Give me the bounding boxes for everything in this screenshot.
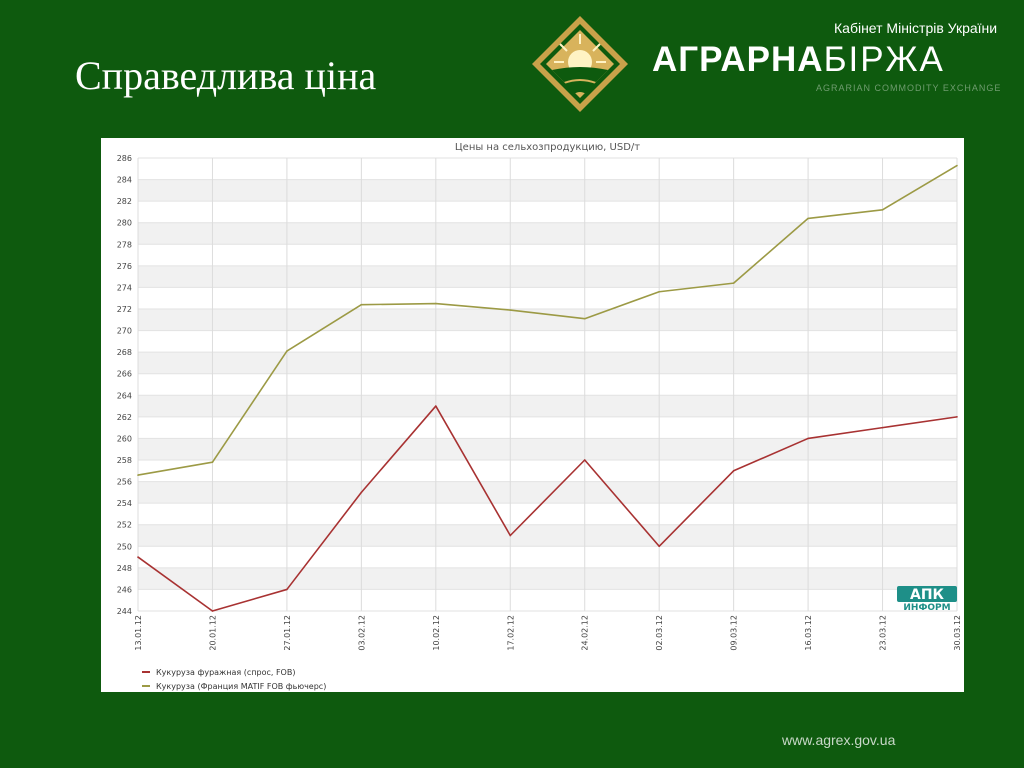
- x-tick-label: 17.02.12: [506, 615, 515, 651]
- y-tick-label: 246: [117, 585, 132, 594]
- series-1-point: [211, 610, 214, 612]
- series-1-point: [732, 469, 735, 472]
- series-2-point: [435, 302, 437, 305]
- series-2-point: [881, 208, 884, 211]
- price-chart: 244 246 248 250 252 254 256 258 260 262 264 266 268 2…: [117, 142, 962, 691]
- y-tick-label: 250: [117, 542, 132, 551]
- series-line-1: [137, 405, 958, 612]
- series-2-point: [211, 461, 214, 463]
- y-tick-label: 282: [117, 197, 132, 206]
- series-line-2: [137, 164, 958, 476]
- slide-title: Справедлива ціна: [75, 53, 377, 98]
- series-1-point: [360, 491, 363, 494]
- grid-band: [138, 352, 957, 374]
- y-tick-label: 276: [117, 262, 132, 271]
- y-tick-label: 262: [117, 413, 132, 422]
- footer-url[interactable]: www.agrex.gov.ua: [782, 732, 896, 748]
- y-tick-label: 264: [117, 391, 132, 400]
- brand-subtitle: AGRARIAN COMMODITY EXCHANGE: [816, 83, 1002, 93]
- legend-label-1: Кукуруза фуражная (спрос, FOB): [156, 668, 295, 677]
- series-1-point: [956, 416, 958, 418]
- brand-light-text: БІРЖА: [823, 40, 945, 79]
- x-tick-label: 03.02.12: [357, 615, 366, 651]
- brand-wordmark: АГРАРНАБІРЖА: [652, 40, 945, 80]
- x-tick-label: 13.01.12: [134, 615, 143, 651]
- y-tick-label: 286: [117, 154, 132, 163]
- grid-band: [138, 179, 957, 202]
- grid-band: [138, 309, 957, 331]
- x-tick-label: 10.02.12: [432, 615, 441, 651]
- x-tick-label: 09.03.12: [730, 615, 739, 651]
- series-1-point: [286, 588, 288, 591]
- series-1-point: [583, 459, 586, 461]
- apk-watermark-badge: [897, 586, 957, 602]
- series-2-point: [956, 164, 958, 167]
- y-tick-label: 272: [117, 305, 132, 314]
- series-1-point: [658, 545, 660, 548]
- x-tick-label: 02.03.12: [655, 615, 664, 651]
- x-tick-label: 16.03.12: [804, 615, 813, 651]
- series-1-point: [509, 534, 512, 537]
- grid-band: [138, 567, 957, 590]
- y-tick-label: 268: [117, 348, 132, 357]
- series-1-point: [807, 437, 809, 440]
- chart-panel: 244 246 248 250 252 254 256 258 260 262 264 266 268 2…: [101, 138, 964, 692]
- y-tick-label: 270: [117, 327, 132, 336]
- grid-band: [138, 438, 957, 460]
- series-2-point: [732, 282, 735, 284]
- chart-title: Цены на сельхозпродукцию, USD/т: [455, 142, 640, 153]
- series-2-point: [137, 474, 139, 476]
- grid-band: [138, 222, 957, 245]
- series-2-point: [583, 317, 586, 320]
- y-tick-label: 252: [117, 521, 132, 530]
- series-2-point: [509, 309, 512, 311]
- y-tick-label: 248: [117, 564, 132, 573]
- series-1-point: [435, 405, 437, 407]
- grid-band: [138, 524, 957, 547]
- y-tick-label: 280: [117, 219, 132, 228]
- cabinet-caption: Кабінет Міністрів України: [834, 20, 998, 36]
- x-tick-label: 20.01.12: [208, 615, 217, 651]
- series-1-point: [881, 426, 884, 429]
- y-tick-label: 266: [117, 370, 132, 379]
- agrarian-exchange-emblem-icon: [530, 14, 630, 114]
- y-tick-label: 256: [117, 478, 132, 487]
- series-2-point: [658, 290, 660, 293]
- brand-bold-text: АГРАРНА: [652, 40, 824, 79]
- grid-band: [138, 395, 957, 417]
- y-tick-label: 274: [117, 283, 132, 292]
- y-tick-label: 278: [117, 240, 132, 249]
- series-2-point: [807, 217, 809, 220]
- x-tick-label: 23.03.12: [879, 615, 888, 651]
- apk-watermark-bottom: ИНФОРМ: [903, 603, 950, 613]
- y-tick-label: 284: [117, 176, 132, 185]
- grid-band: [138, 265, 957, 288]
- series-1-point: [137, 556, 139, 558]
- y-tick-label: 254: [117, 499, 132, 508]
- x-tick-label: 24.02.12: [581, 615, 590, 651]
- series-2-point: [286, 350, 288, 352]
- series-2-point: [360, 303, 363, 306]
- y-tick-label: 244: [117, 607, 132, 616]
- grid-band: [138, 481, 957, 504]
- y-tick-label: 260: [117, 434, 132, 443]
- x-tick-label: 30.03.12: [953, 615, 962, 651]
- legend-label-2: Кукуруза (Франция MATIF FOB фьючерс): [156, 682, 326, 691]
- apk-watermark-top: АПК: [910, 587, 945, 603]
- y-tick-label: 258: [117, 456, 132, 465]
- x-tick-label: 27.01.12: [283, 615, 292, 651]
